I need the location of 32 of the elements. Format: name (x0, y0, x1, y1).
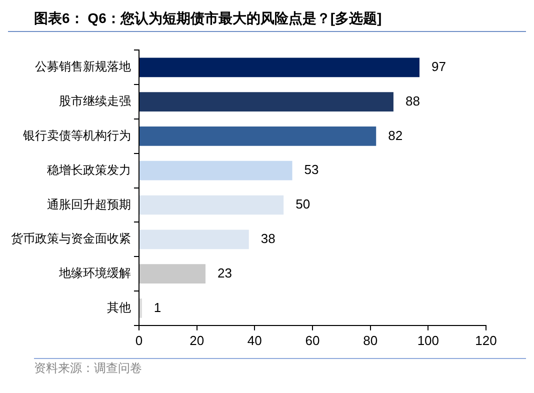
data-label: 88 (405, 93, 420, 108)
x-tick-label: 40 (247, 332, 262, 348)
x-tick-label: 20 (190, 332, 204, 348)
y-tick-label: 通胀回升超预期 (47, 197, 131, 212)
bar (140, 264, 206, 284)
y-tick-label: 银行卖债等机构行为 (22, 128, 131, 143)
data-label: 97 (431, 58, 446, 74)
data-label: 82 (388, 128, 403, 143)
x-tick-label: 80 (363, 332, 378, 348)
y-tick-label: 股市继续走强 (59, 94, 131, 108)
y-tick-label: 其他 (107, 300, 131, 315)
data-label: 23 (218, 265, 232, 280)
bar (140, 195, 284, 215)
x-tick-label: 0 (135, 332, 143, 348)
x-tick-label: 60 (305, 332, 320, 348)
data-label: 53 (304, 162, 319, 178)
y-tick-label: 稳增长政策发力 (47, 162, 131, 177)
data-label: 1 (154, 300, 162, 315)
data-label: 50 (296, 196, 310, 212)
x-tick-label: 120 (475, 332, 497, 348)
bar (140, 160, 292, 180)
x-tick-label: 100 (417, 332, 440, 348)
bar (140, 126, 376, 146)
y-tick-label: 地缘环境缓解 (58, 266, 131, 280)
y-tick-label: 公募销售新规落地 (35, 60, 131, 74)
data-label: 38 (260, 230, 276, 246)
bar (140, 92, 394, 112)
bar (140, 58, 420, 78)
bar (140, 230, 249, 250)
y-tick-label: 货币政策与资金面收紧 (11, 232, 131, 246)
chart-title: 图表6： Q6：您认为短期债市最大的风险点是？[多选题] (8, 8, 526, 32)
text: 资料来源：调查问卷 (34, 361, 526, 375)
